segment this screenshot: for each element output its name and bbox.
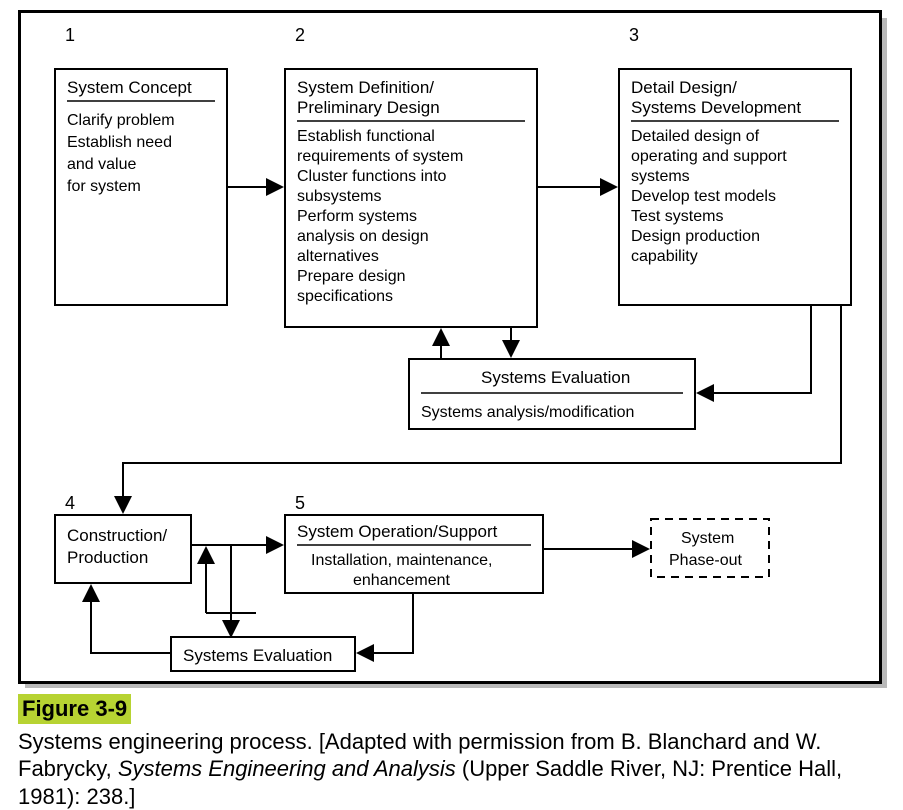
node-eval-upper: Systems Evaluation Systems analysis/modi… [409, 359, 695, 429]
flowchart-svg: 1 2 3 4 5 System Concept Clarify problem… [21, 13, 879, 681]
svg-text:Test systems: Test systems [631, 208, 723, 225]
svg-text:Preliminary Design: Preliminary Design [297, 98, 440, 117]
svg-text:Establish functional: Establish functional [297, 128, 435, 145]
node-eval-lower: Systems Evaluation [171, 637, 355, 671]
svg-text:System Definition/: System Definition/ [297, 78, 434, 97]
svg-text:Production: Production [67, 548, 148, 567]
node-detail-design: Detail Design/ Systems Development Detai… [619, 69, 851, 305]
node-operation-support: System Operation/Support Installation, m… [285, 515, 543, 593]
svg-text:Cluster functions into: Cluster functions into [297, 168, 447, 185]
svg-text:Systems analysis/modification: Systems analysis/modification [421, 404, 634, 421]
svg-text:specifications: specifications [297, 288, 393, 305]
svg-text:requirements of system: requirements of system [297, 148, 463, 165]
node-number-2: 2 [295, 25, 305, 45]
node-system-concept: System Concept Clarify problem Establish… [55, 69, 227, 305]
svg-text:Systems Evaluation: Systems Evaluation [183, 646, 332, 665]
svg-text:System: System [681, 530, 734, 547]
svg-text:enhancement: enhancement [353, 572, 451, 589]
svg-text:analysis on design: analysis on design [297, 228, 429, 245]
page: 1 2 3 4 5 System Concept Clarify problem… [0, 0, 903, 783]
svg-text:System Concept: System Concept [67, 78, 192, 97]
figure-caption: Figure 3-9 Systems engineering process. … [18, 694, 878, 810]
diagram-frame: 1 2 3 4 5 System Concept Clarify problem… [18, 10, 882, 684]
node-number-4: 4 [65, 493, 75, 513]
svg-text:Clarify problem: Clarify problem [67, 112, 175, 129]
node-number-5: 5 [295, 493, 305, 513]
node-construction: Construction/ Production [55, 515, 191, 583]
svg-text:Establish need: Establish need [67, 134, 172, 151]
svg-text:capability: capability [631, 248, 698, 265]
svg-text:operating and support: operating and support [631, 148, 787, 165]
svg-text:Develop test models: Develop test models [631, 188, 776, 205]
node-number-1: 1 [65, 25, 75, 45]
node-phase-out: System Phase-out [651, 519, 769, 577]
svg-text:and value: and value [67, 156, 136, 173]
node-system-definition: System Definition/ Preliminary Design Es… [285, 69, 537, 327]
svg-text:Systems Evaluation: Systems Evaluation [481, 368, 630, 387]
svg-text:for system: for system [67, 178, 141, 195]
svg-text:Systems Development: Systems Development [631, 98, 801, 117]
svg-text:Design production: Design production [631, 228, 760, 245]
svg-text:Phase-out: Phase-out [669, 552, 742, 569]
svg-text:subsystems: subsystems [297, 188, 381, 205]
svg-text:Construction/: Construction/ [67, 526, 167, 545]
svg-text:alternatives: alternatives [297, 248, 379, 265]
node-number-3: 3 [629, 25, 639, 45]
svg-text:Perform systems: Perform systems [297, 208, 417, 225]
svg-text:systems: systems [631, 168, 690, 185]
caption-book-title: Systems Engineering and Analysis [118, 756, 456, 781]
svg-text:Prepare design: Prepare design [297, 268, 406, 285]
svg-text:System Operation/Support: System Operation/Support [297, 522, 498, 541]
svg-text:Detailed design of: Detailed design of [631, 128, 760, 145]
svg-text:Installation, maintenance,: Installation, maintenance, [311, 552, 492, 569]
figure-label: Figure 3-9 [18, 694, 131, 724]
svg-text:Detail Design/: Detail Design/ [631, 78, 737, 97]
